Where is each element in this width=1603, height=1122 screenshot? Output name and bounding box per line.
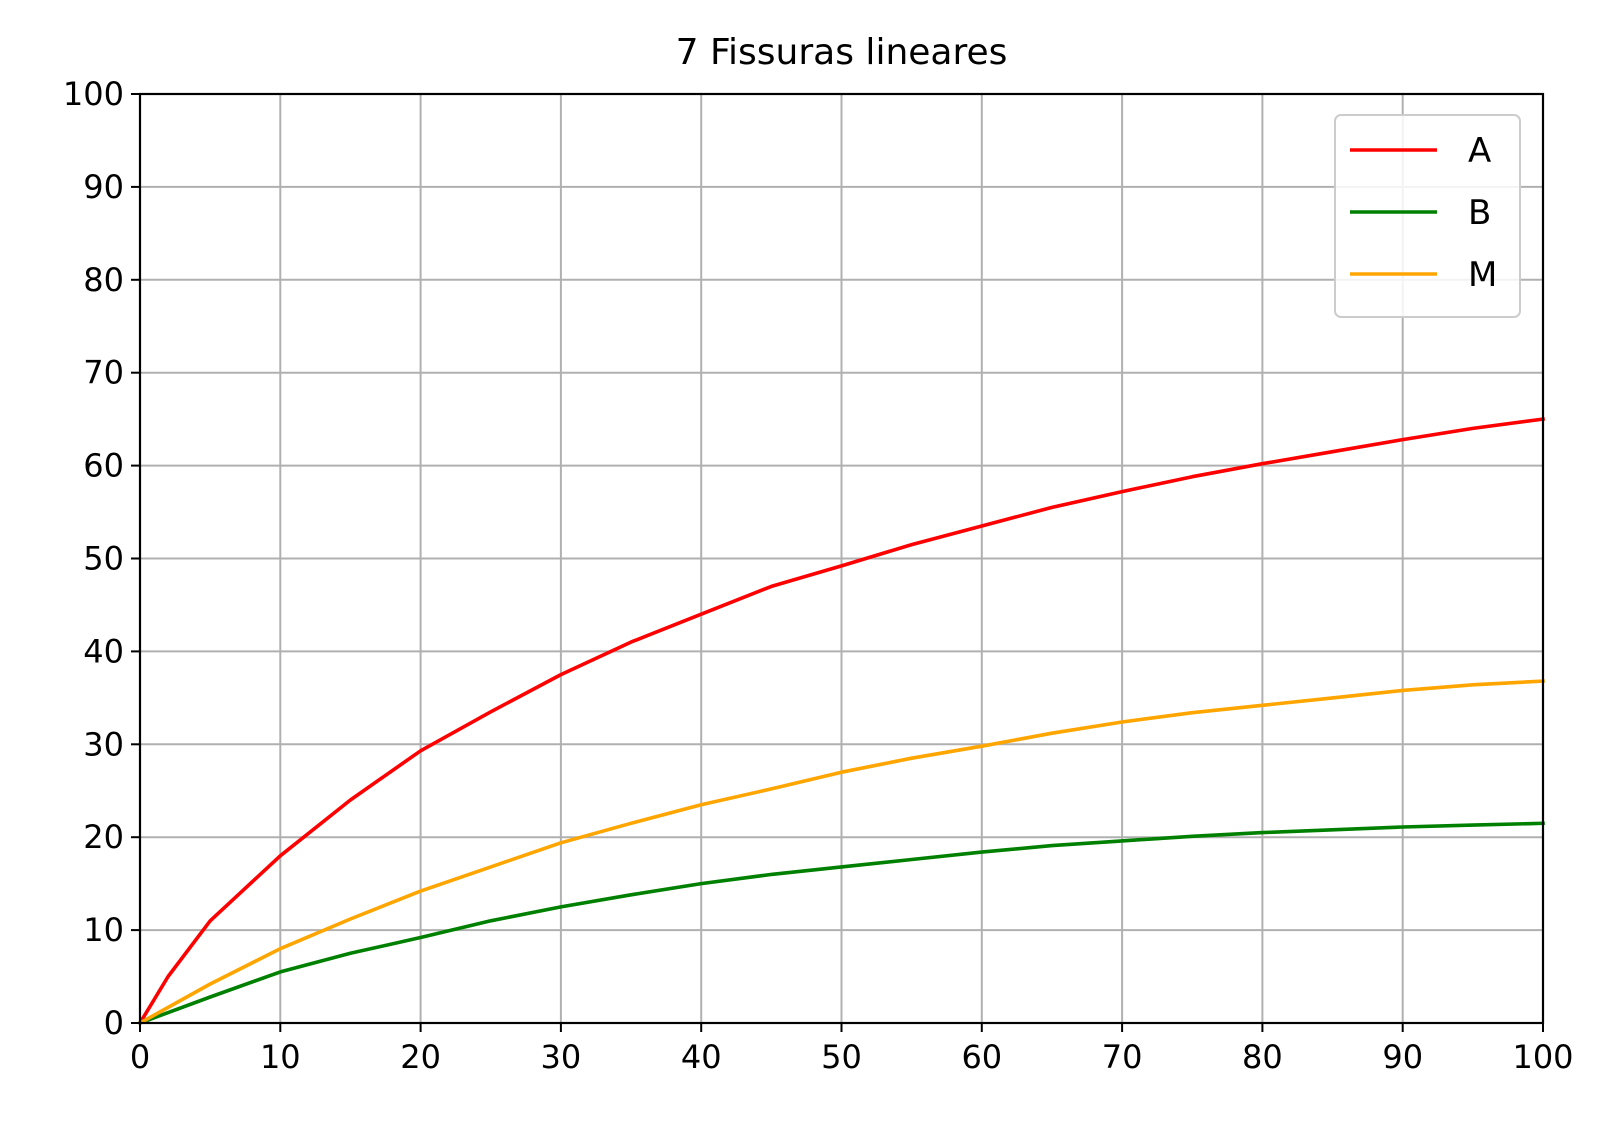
x-tick-label: 70 xyxy=(1102,1038,1143,1076)
x-tick-label: 40 xyxy=(681,1038,722,1076)
legend-box xyxy=(1334,114,1521,318)
series-line-m xyxy=(137,679,1545,1026)
legend-label-m: M xyxy=(1468,255,1497,295)
x-tick-label: 60 xyxy=(961,1038,1002,1076)
axis-ticks: 0 10 20 30 40 50 60 70 80 90 100 0 10 20 30 40 50 60 70 80 9… xyxy=(63,75,1574,1076)
y-tick-label: 10 xyxy=(83,911,124,949)
y-tick-label: 60 xyxy=(83,447,124,485)
y-tick-label: 70 xyxy=(83,354,124,392)
y-tick-label: 100 xyxy=(63,75,124,113)
x-tick-label: 80 xyxy=(1242,1038,1283,1076)
series-line-b xyxy=(137,821,1545,1026)
x-tick-label: 100 xyxy=(1512,1038,1573,1076)
x-tick-label: 90 xyxy=(1382,1038,1423,1076)
legend-label-b: B xyxy=(1468,193,1491,233)
chart-title: 7 Fissuras lineares xyxy=(676,32,1008,73)
legend-label-a: A xyxy=(1468,131,1491,171)
y-tick-label: 20 xyxy=(83,818,124,856)
x-tick-label: 30 xyxy=(541,1038,582,1076)
series-lines xyxy=(137,417,1546,1026)
x-tick-label: 20 xyxy=(400,1038,441,1076)
legend: ABM xyxy=(1334,114,1521,318)
x-tick-label: 0 xyxy=(130,1038,150,1076)
y-tick-label: 50 xyxy=(83,540,124,578)
x-tick-label: 50 xyxy=(821,1038,862,1076)
y-tick-label: 30 xyxy=(83,725,124,763)
series-line-a xyxy=(137,417,1546,1026)
x-tick-label: 10 xyxy=(260,1038,301,1076)
y-tick-label: 80 xyxy=(83,261,124,299)
y-tick-label: 0 xyxy=(104,1004,124,1042)
y-tick-label: 40 xyxy=(83,632,124,670)
y-tick-label: 90 xyxy=(83,168,124,206)
